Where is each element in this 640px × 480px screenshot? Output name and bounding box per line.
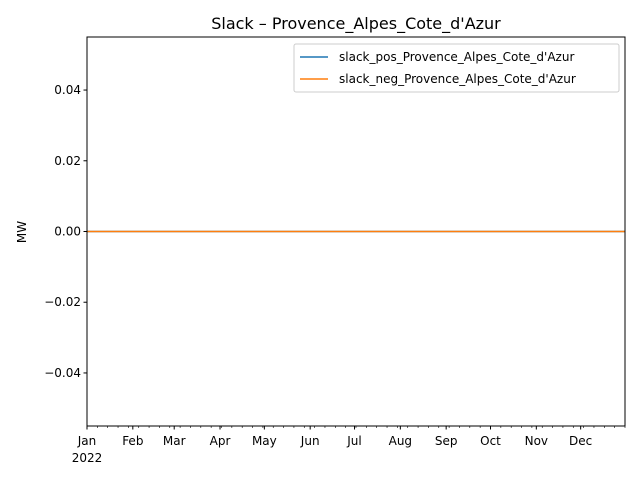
legend: slack_pos_Provence_Alpes_Cote_d'Azurslac…: [293, 43, 620, 93]
legend-box: [293, 43, 620, 93]
legend-label: slack_pos_Provence_Alpes_Cote_d'Azur: [339, 50, 574, 64]
x-tick-label: Dec: [569, 434, 592, 448]
x-year-label: 2022: [72, 451, 103, 465]
y-tick-label: −0.02: [44, 295, 81, 309]
y-tick-label: 0.00: [54, 225, 81, 239]
x-tick-label: Aug: [389, 434, 412, 448]
x-tick-label: Nov: [525, 434, 548, 448]
legend-label: slack_neg_Provence_Alpes_Cote_d'Azur: [339, 72, 576, 86]
y-axis-label: MW: [15, 221, 29, 243]
x-tick-label: Feb: [122, 434, 143, 448]
x-tick-label: Sep: [435, 434, 458, 448]
chart-title: Slack – Provence_Alpes_Cote_d'Azur: [211, 14, 501, 34]
y-axis: −0.04 −0.02 0.00 0.02 0.04: [44, 83, 87, 380]
y-tick-label: −0.04: [44, 366, 81, 380]
y-tick-label: 0.04: [54, 83, 81, 97]
x-tick-label: Mar: [163, 434, 186, 448]
y-tick-label: 0.02: [54, 154, 81, 168]
x-tick-label: Jul: [346, 434, 361, 448]
x-axis: Jan Feb Mar Apr May Jun Jul Aug Sep Oct Nov Dec: [77, 426, 626, 448]
x-tick-label: Jun: [300, 434, 320, 448]
x-tick-label: May: [252, 434, 277, 448]
x-tick-label: Jan: [77, 434, 97, 448]
x-tick-label: Apr: [210, 434, 231, 448]
x-tick-label: Oct: [480, 434, 501, 448]
